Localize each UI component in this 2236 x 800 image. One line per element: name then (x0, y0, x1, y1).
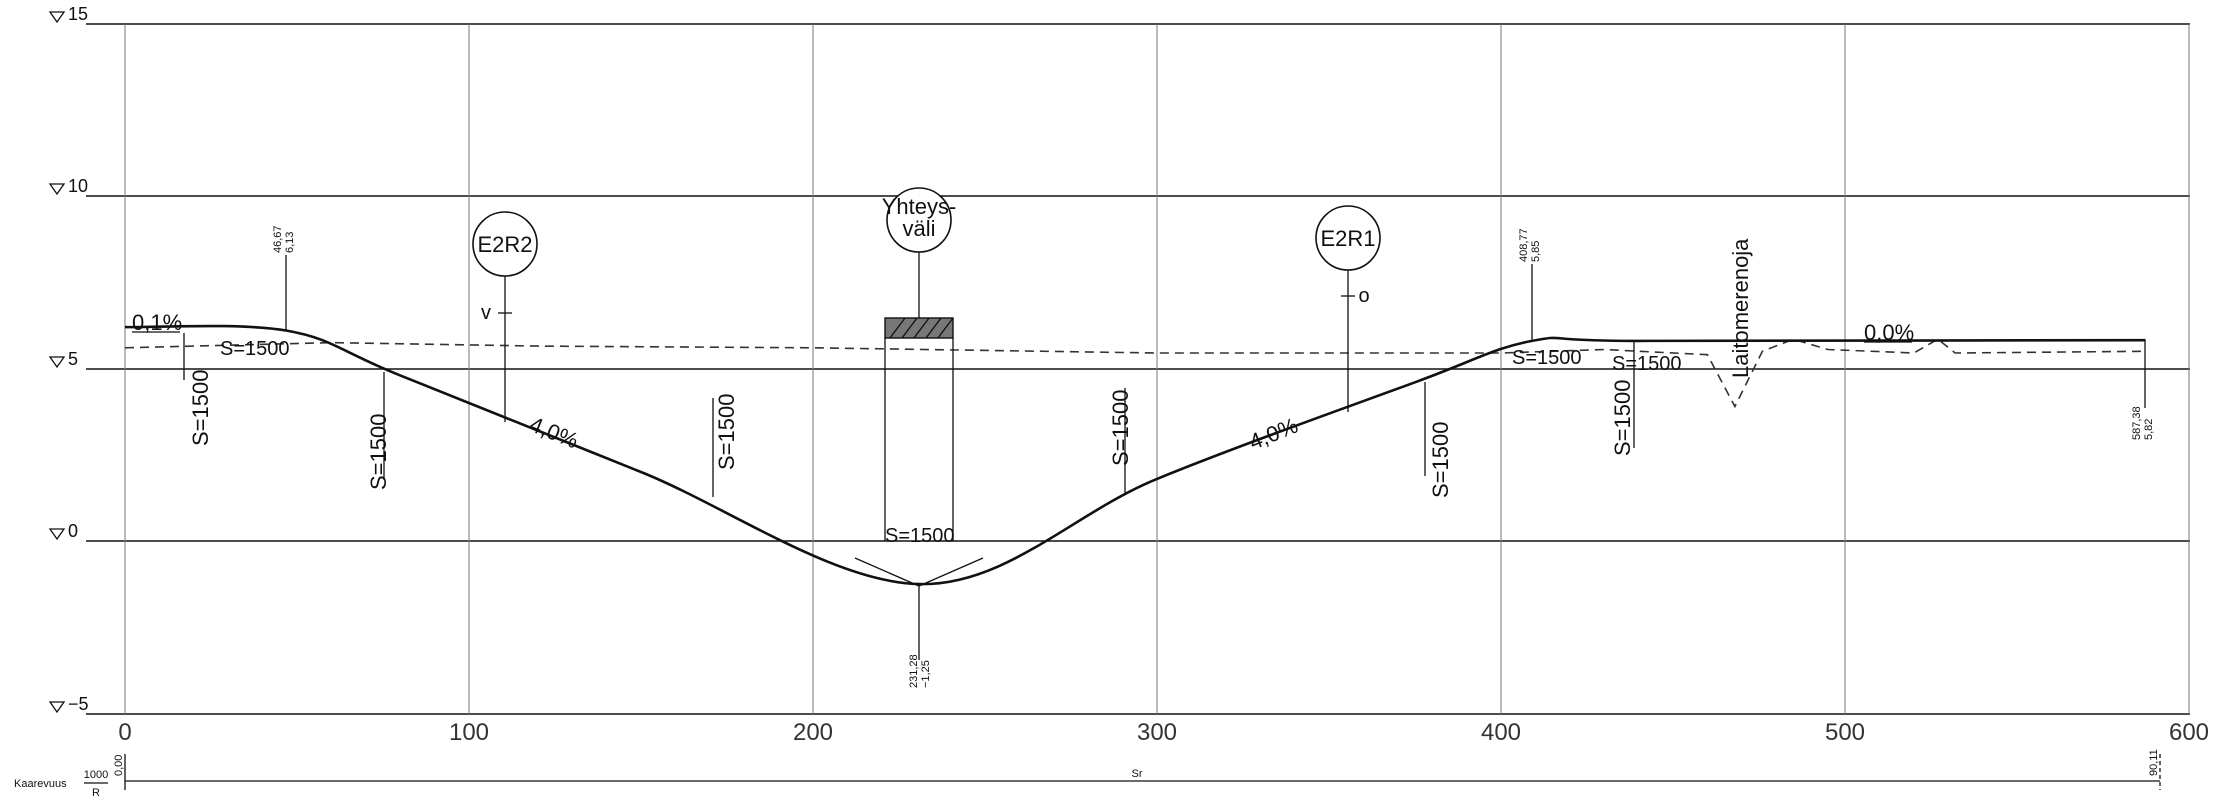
elevation-marker-icon (48, 528, 66, 541)
elevation-marker-icon (48, 701, 66, 714)
elevation-label-10: 10 (68, 176, 88, 196)
grade-label: 0,0% (1864, 320, 1914, 345)
elevation-marker-icon (48, 183, 66, 196)
bubble-label-yhteysvali-line1: Yhteys- (882, 194, 957, 219)
station-label-100: 100 (449, 719, 489, 746)
deck-hatch (925, 317, 942, 339)
bubble-label-e2r1: E2R1 (1320, 226, 1375, 251)
elevation-labels: 15 10 5 0 −5 (48, 4, 89, 714)
structure-bubbles: E2R2 Yhteys- väli E2R1 v o (472, 187, 1381, 422)
bubble-yhteysvali (886, 187, 952, 253)
ditch-label: Laitomerenoja (1728, 238, 1753, 378)
curvature-center-label: Sr (1132, 768, 1143, 780)
elevation-marker-icon (48, 11, 66, 24)
existing-ground-line (124, 338, 2146, 409)
curvature-row: Kaarevuus 1000 R Sr 0,00 90,11 (14, 749, 2161, 799)
marker-v: v (481, 302, 491, 324)
underpass-structure (884, 252, 954, 541)
elevation-label-minus5: −5 (68, 694, 89, 714)
vertical-curve-label: S=1500 (366, 414, 391, 490)
sag-tangent-lines (854, 557, 984, 587)
vertical-curve-label: S=1500 (188, 370, 213, 446)
curvature-fraction-bottom: R (92, 787, 100, 799)
pvi-elevation-label: −1,25 (920, 660, 932, 688)
road-profile-line (124, 324, 2146, 586)
bubble-e2r2 (472, 211, 538, 277)
curvature-title: Kaarevuus (14, 778, 67, 790)
deck-hatch (913, 317, 930, 339)
station-label-200: 200 (793, 719, 833, 746)
vertical-curve-label: S=1500 (1512, 347, 1582, 369)
marker-o: o (1358, 285, 1369, 307)
elevation-marker-icon (48, 356, 66, 369)
pvi-station-label: 46,67 (272, 225, 284, 253)
grade-labels: 0,1% 4,0% 4,0% 0,0% (132, 310, 1914, 455)
vertical-curve-label: S=1500 (220, 338, 290, 360)
pvi-station-label: 408,77 (1518, 228, 1530, 262)
bubble-e2r1 (1315, 205, 1381, 271)
vertical-curve-label: S=1500 (1612, 353, 1682, 375)
deck-hatch (901, 317, 918, 339)
pvi-station-label: 587,38 (2131, 406, 2143, 440)
pvi-elevation-label: 6,13 (284, 232, 296, 253)
station-label-0: 0 (118, 719, 131, 746)
vertical-curve-label: S=1500 (714, 394, 739, 470)
vertical-curve-annotations: S=1500 S=1500 S=1500 S=1500 S=1500 S=150… (183, 333, 1682, 547)
elevation-label-5: 5 (68, 349, 78, 369)
elevation-label-0: 0 (68, 521, 78, 541)
pvi-elevation-label: 5,85 (1530, 241, 1542, 262)
vertical-curve-label: S=1500 (1610, 380, 1635, 456)
deck-hatch (937, 317, 954, 339)
grade-label: 4,0% (526, 411, 582, 453)
bubble-label-e2r2: E2R2 (477, 232, 532, 257)
station-grid (124, 24, 2190, 714)
curvature-end-value: 90,11 (2148, 749, 2160, 776)
elevation-label-15: 15 (68, 4, 88, 24)
station-label-300: 300 (1137, 719, 1177, 746)
grade-label: 4,0% (1246, 413, 1302, 455)
curvature-fraction-top: 1000 (84, 769, 108, 781)
pvi-marks: 46,67 6,13 408,77 5,85 587,38 5,82 231,2… (272, 225, 2155, 688)
station-labels: 0 100 200 300 400 500 600 (118, 719, 2209, 746)
curvature-start-value: 0,00 (113, 755, 125, 776)
station-label-400: 400 (1481, 719, 1521, 746)
pvi-station-label: 231,28 (908, 654, 920, 688)
station-label-600: 600 (2169, 719, 2209, 746)
grade-label: 0,1% (132, 310, 182, 335)
bubble-label-yhteysvali-line2: väli (902, 216, 935, 241)
pvi-elevation-label: 5,82 (2143, 419, 2155, 440)
vertical-curve-label: S=1500 (885, 525, 955, 547)
underpass-deck (884, 317, 954, 339)
vertical-curve-label: S=1500 (1428, 422, 1453, 498)
vertical-curve-label: S=1500 (1108, 390, 1133, 466)
deck-hatch (889, 317, 906, 339)
station-label-500: 500 (1825, 719, 1865, 746)
elevation-grid (86, 23, 2190, 715)
